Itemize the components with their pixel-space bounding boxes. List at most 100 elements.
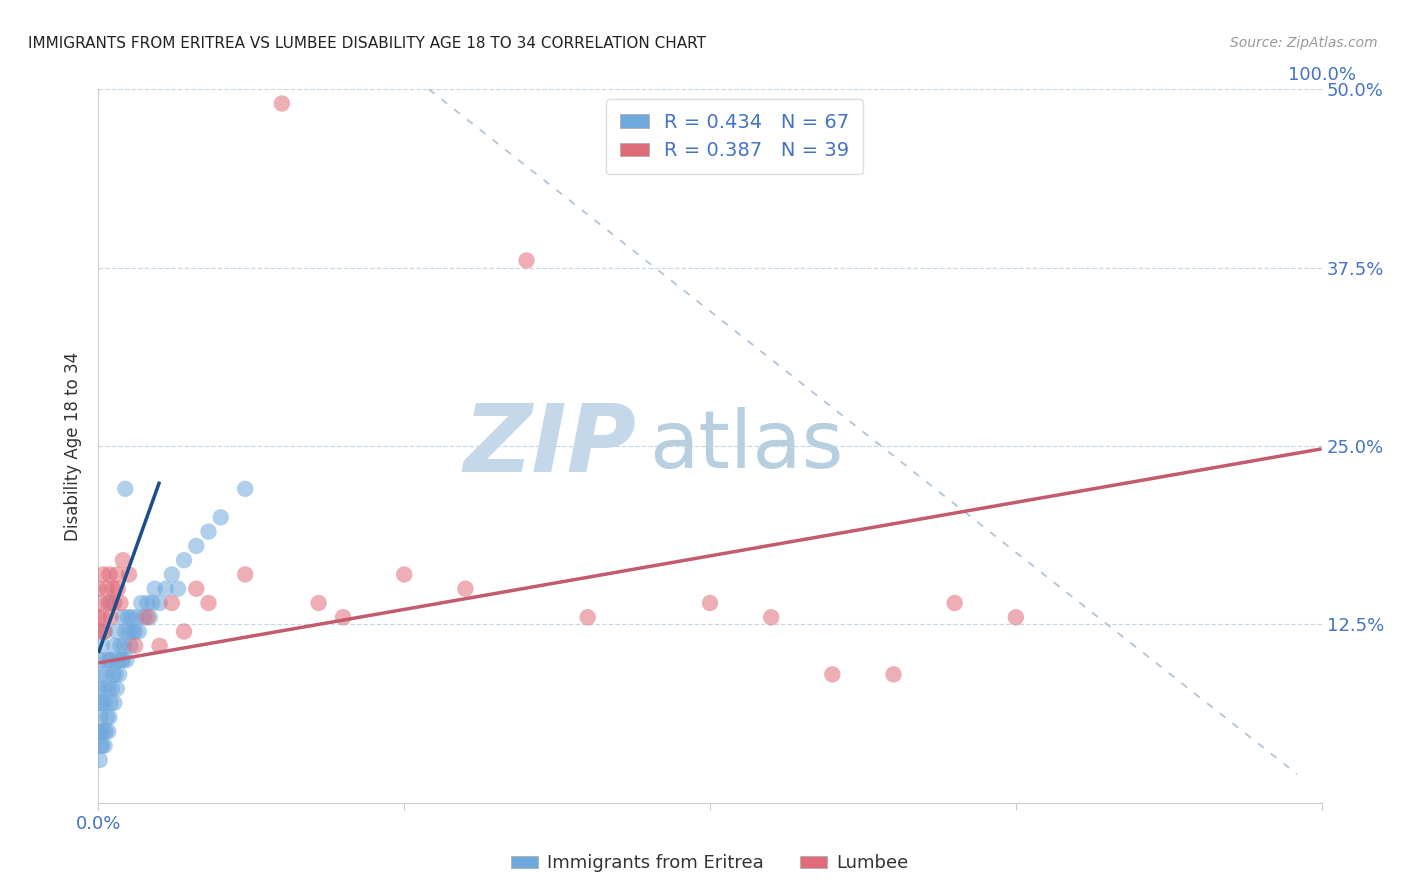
- Point: [186, 582, 208, 596]
- Text: ZIP: ZIP: [464, 400, 637, 492]
- Point: [110, 596, 132, 610]
- Point: [576, 610, 599, 624]
- Point: [115, 653, 138, 667]
- Point: [141, 596, 163, 610]
- Point: [392, 567, 416, 582]
- Legend: Immigrants from Eritrea, Lumbee: Immigrants from Eritrea, Lumbee: [505, 847, 915, 880]
- Point: [173, 553, 195, 567]
- Point: [98, 567, 121, 582]
- Point: [332, 610, 354, 624]
- Point: [100, 610, 122, 624]
- Point: [100, 696, 122, 710]
- Point: [105, 624, 128, 639]
- Point: [308, 596, 330, 610]
- Point: [91, 567, 114, 582]
- Point: [101, 582, 124, 596]
- Point: [105, 681, 128, 696]
- Point: [91, 681, 114, 696]
- Point: [114, 624, 136, 639]
- Point: [1004, 610, 1026, 624]
- Point: [91, 724, 114, 739]
- Point: [209, 510, 232, 524]
- Point: [143, 582, 166, 596]
- Point: [132, 610, 155, 624]
- Point: [128, 624, 150, 639]
- Point: [89, 696, 111, 710]
- Point: [93, 696, 115, 710]
- Point: [129, 596, 152, 610]
- Point: [90, 667, 112, 681]
- Point: [111, 653, 134, 667]
- Point: [107, 582, 129, 596]
- Point: [110, 639, 132, 653]
- Point: [120, 639, 142, 653]
- Point: [91, 696, 114, 710]
- Point: [87, 681, 110, 696]
- Point: [197, 596, 219, 610]
- Point: [91, 639, 114, 653]
- Point: [105, 567, 128, 582]
- Point: [883, 667, 905, 681]
- Text: Source: ZipAtlas.com: Source: ZipAtlas.com: [1230, 36, 1378, 50]
- Point: [124, 639, 146, 653]
- Point: [104, 667, 127, 681]
- Point: [93, 624, 115, 639]
- Point: [821, 667, 844, 681]
- Point: [120, 610, 142, 624]
- Point: [87, 724, 110, 739]
- Point: [139, 610, 162, 624]
- Point: [87, 582, 110, 596]
- Point: [98, 653, 121, 667]
- Point: [699, 596, 721, 610]
- Point: [89, 753, 111, 767]
- Point: [155, 582, 177, 596]
- Point: [98, 710, 121, 724]
- Point: [454, 582, 477, 596]
- Point: [91, 610, 114, 624]
- Point: [111, 653, 134, 667]
- Point: [149, 596, 172, 610]
- Point: [108, 667, 131, 681]
- Point: [270, 96, 294, 111]
- Point: [101, 681, 124, 696]
- Point: [136, 610, 159, 624]
- Point: [233, 567, 256, 582]
- Point: [160, 596, 183, 610]
- Point: [124, 624, 146, 639]
- Point: [118, 624, 141, 639]
- Text: atlas: atlas: [650, 407, 844, 485]
- Point: [112, 639, 135, 653]
- Point: [97, 596, 120, 610]
- Point: [96, 653, 118, 667]
- Point: [943, 596, 966, 610]
- Point: [103, 639, 125, 653]
- Point: [96, 582, 118, 596]
- Point: [93, 624, 115, 639]
- Text: IMMIGRANTS FROM ERITREA VS LUMBEE DISABILITY AGE 18 TO 34 CORRELATION CHART: IMMIGRANTS FROM ERITREA VS LUMBEE DISABI…: [28, 36, 706, 51]
- Point: [167, 582, 190, 596]
- Point: [97, 724, 120, 739]
- Point: [90, 710, 112, 724]
- Point: [761, 610, 783, 624]
- Point: [160, 567, 183, 582]
- Y-axis label: Disability Age 18 to 34: Disability Age 18 to 34: [65, 351, 83, 541]
- Point: [96, 710, 118, 724]
- Point: [136, 596, 159, 610]
- Point: [186, 539, 208, 553]
- Point: [117, 610, 139, 624]
- Point: [87, 610, 110, 624]
- Point: [197, 524, 219, 539]
- Point: [173, 624, 195, 639]
- Point: [89, 653, 111, 667]
- Point: [103, 696, 125, 710]
- Point: [89, 624, 111, 639]
- Point: [100, 596, 122, 610]
- Point: [90, 596, 112, 610]
- Point: [111, 610, 134, 624]
- Point: [94, 667, 117, 681]
- Point: [94, 724, 117, 739]
- Point: [107, 653, 129, 667]
- Point: [233, 482, 256, 496]
- Point: [100, 653, 122, 667]
- Point: [93, 739, 115, 753]
